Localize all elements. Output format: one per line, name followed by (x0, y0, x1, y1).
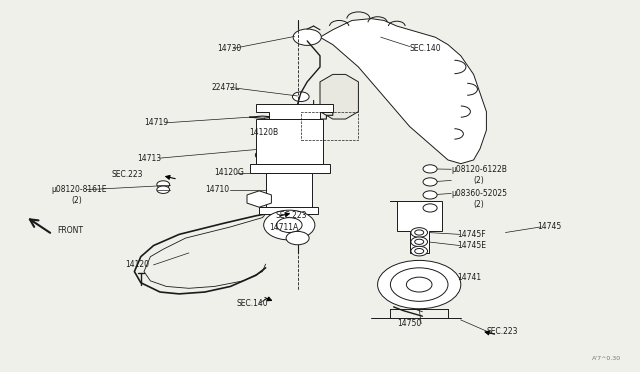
Circle shape (415, 248, 424, 254)
Bar (259, 207, 318, 214)
Circle shape (415, 239, 424, 244)
Text: 14120B: 14120B (250, 128, 279, 137)
Circle shape (157, 186, 170, 193)
Circle shape (276, 218, 302, 232)
Text: 14745E: 14745E (458, 241, 486, 250)
Circle shape (423, 191, 437, 199)
Text: 14713: 14713 (138, 154, 162, 163)
Polygon shape (320, 74, 358, 119)
Bar (266, 173, 312, 208)
Text: (2): (2) (474, 200, 484, 209)
Text: 14711A: 14711A (269, 223, 298, 232)
Circle shape (378, 260, 461, 309)
Polygon shape (247, 191, 271, 207)
Circle shape (264, 210, 315, 240)
Circle shape (411, 237, 428, 247)
Circle shape (423, 204, 437, 212)
Bar (250, 164, 330, 173)
Text: (2): (2) (474, 176, 484, 185)
Text: 14750: 14750 (397, 319, 421, 328)
Circle shape (157, 181, 170, 188)
Bar (301, 112, 358, 140)
Polygon shape (256, 104, 333, 119)
Text: 14120G: 14120G (214, 169, 244, 177)
Circle shape (255, 150, 273, 160)
Text: A'7^0.30: A'7^0.30 (591, 356, 621, 361)
Circle shape (415, 230, 424, 235)
Text: 14745F: 14745F (458, 230, 486, 239)
Circle shape (406, 277, 432, 292)
Circle shape (293, 29, 321, 45)
Circle shape (286, 231, 309, 245)
Text: (2): (2) (72, 196, 83, 205)
Circle shape (292, 92, 309, 102)
Text: 14719: 14719 (144, 118, 168, 127)
Text: 22472L: 22472L (211, 83, 239, 92)
Polygon shape (320, 19, 486, 164)
Text: SEC.223: SEC.223 (486, 327, 518, 336)
Text: 14741: 14741 (458, 273, 482, 282)
Text: SEC.140: SEC.140 (237, 299, 268, 308)
Bar (256, 119, 323, 164)
Circle shape (423, 165, 437, 173)
Text: µ08120-6122B: µ08120-6122B (451, 165, 507, 174)
Polygon shape (390, 201, 442, 253)
Text: 14745: 14745 (538, 222, 562, 231)
Text: FRONT: FRONT (58, 226, 84, 235)
Circle shape (423, 178, 437, 186)
Circle shape (411, 228, 428, 237)
Text: SEC.223: SEC.223 (275, 211, 307, 220)
Circle shape (390, 268, 448, 301)
Text: SEC.140: SEC.140 (410, 44, 441, 53)
Text: µ08120-8161E: µ08120-8161E (51, 185, 107, 194)
Text: 14710: 14710 (205, 185, 229, 194)
Text: 14120: 14120 (125, 260, 149, 269)
Text: 14730: 14730 (218, 44, 242, 53)
Text: µ08360-52025: µ08360-52025 (451, 189, 507, 198)
Circle shape (411, 246, 428, 256)
Text: SEC.223: SEC.223 (112, 170, 143, 179)
